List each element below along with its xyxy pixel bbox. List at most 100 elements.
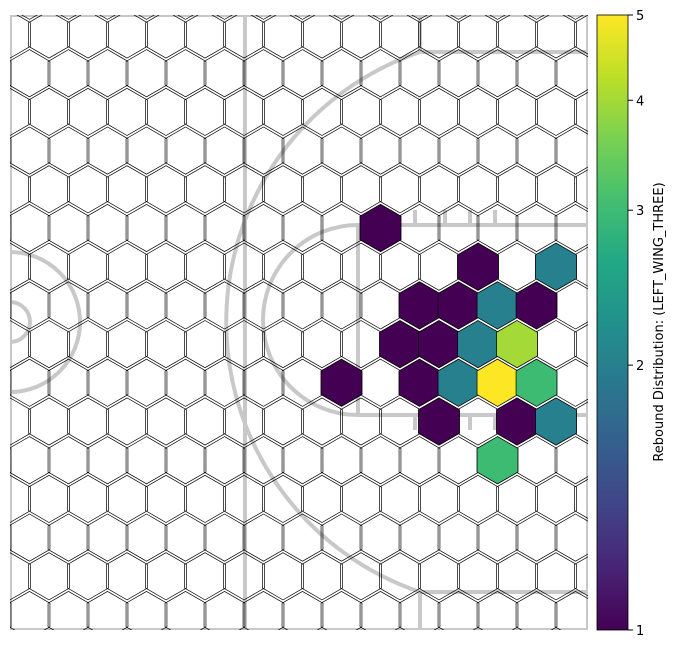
hex-grid-cell (86, 49, 129, 98)
hex-grid-cell (242, 281, 285, 330)
hex-grid-cell (86, 590, 129, 630)
hex-grid-cell (301, 87, 343, 136)
hex-grid-cell (320, 126, 363, 175)
hex-grid-cell (574, 324, 588, 365)
hex-data-cell (476, 436, 519, 485)
hex-grid-cell (554, 513, 588, 562)
hex-grid-cell (535, 15, 577, 59)
hex-grid-cell (10, 629, 11, 630)
hex-grid-cell (359, 49, 402, 98)
hex-grid-cell (125, 513, 168, 562)
hex-grid-cell (554, 49, 588, 98)
hex-grid-cell (10, 165, 31, 214)
hex-grid-cell (496, 87, 538, 136)
hex-grid-cell (203, 513, 246, 562)
hex-grid-cell (457, 165, 499, 214)
hex-grid-cell (125, 590, 168, 630)
hex-grid-cell (418, 87, 460, 136)
hex-grid-cell (177, 15, 194, 20)
hex-grid-cell (294, 15, 311, 20)
center-circle-inner (10, 300, 32, 344)
hex-data-cell (496, 320, 538, 369)
colorbar-label: Rebound Distribution: (LEFT_WING_THREE) (652, 182, 667, 461)
hex-grid-cell (535, 165, 577, 214)
hex-grid-cell (515, 590, 558, 630)
hex-grid-cell (496, 165, 538, 214)
hex-grid-cell (67, 165, 109, 214)
hex-grid-cell (67, 320, 109, 369)
hex-grid-cell (574, 169, 588, 210)
hex-grid-cell (0, 0, 11, 19)
hex-grid-cell (320, 513, 363, 562)
hex-grid-cell (457, 397, 499, 446)
hex-grid-cell (106, 552, 148, 601)
hex-grid-cell (223, 397, 265, 446)
hex-grid-cell (184, 15, 226, 59)
hex-grid-cell (399, 629, 401, 630)
hex-grid-cell (360, 629, 362, 630)
hex-data-cell (535, 242, 577, 291)
hex-grid-cell (340, 87, 382, 136)
hex-grid-cell (125, 126, 168, 175)
hex-grid-cell (223, 15, 265, 59)
hex-cells (320, 203, 577, 485)
hex-grid-cell (86, 358, 129, 407)
hex-grid-cell (47, 358, 90, 407)
hex-grid-cell (164, 513, 207, 562)
hex-grid-cell (320, 281, 363, 330)
hex-data-cell (476, 281, 519, 330)
hex-grid-cell (223, 552, 265, 601)
hex-grid-cell (496, 15, 538, 59)
hex-grid-cell (301, 320, 343, 369)
colorbar-tick-label: 5 (636, 9, 644, 24)
hex-grid-cell (138, 15, 155, 20)
hex-grid-cell (145, 87, 187, 136)
hex-grid-cell (10, 474, 31, 523)
hex-grid-cell (204, 629, 206, 630)
hex-grid-cell (574, 15, 588, 55)
hex-grid-cell (184, 320, 226, 369)
hex-grid-cell (398, 590, 441, 630)
hex-grid-cell (301, 474, 343, 523)
hex-grid-cell (164, 358, 207, 407)
hex-data-cell (379, 320, 421, 369)
hex-grid-cell (10, 49, 51, 98)
hex-data-cell (515, 281, 558, 330)
hex-grid-cell (106, 242, 148, 291)
hex-grid-cell (10, 447, 12, 473)
hex-grid-cell (496, 242, 538, 291)
hex-data-cell (476, 358, 519, 407)
hex-grid-cell (438, 629, 440, 630)
hex-data-cell (457, 320, 499, 369)
hex-grid-cell (262, 320, 304, 369)
hex-grid-cell (281, 513, 324, 562)
hex-grid-cell (242, 49, 285, 98)
hex-grid-cell (555, 629, 557, 630)
hex-grid-cell (359, 436, 402, 485)
hex-grid-cell (340, 320, 382, 369)
hex-grid-cell (476, 513, 519, 562)
hex-grid-cell (86, 513, 129, 562)
hex-grid-cell (145, 242, 187, 291)
hex-grid-cell (437, 126, 480, 175)
hex-grid-cell (567, 15, 584, 20)
hex-grid-cell (489, 15, 506, 20)
hex-grid-cell (10, 602, 12, 628)
hex-grid-cell (476, 126, 519, 175)
hex-grid-cell (379, 474, 421, 523)
hex-grid-cell (164, 436, 207, 485)
hex-grid-cell (203, 281, 246, 330)
hex-grid-cell (184, 242, 226, 291)
three-point-arc (224, 50, 588, 594)
hex-grid-cell (515, 203, 558, 253)
free-throw-circle (261, 223, 359, 417)
hex-grid-cell (262, 15, 304, 59)
hex-grid-cell (333, 15, 350, 20)
hex-grid-cell (281, 281, 324, 330)
hex-grid-cell (574, 556, 588, 597)
hex-grid-cell (28, 87, 70, 136)
hex-grid-cell (203, 126, 246, 175)
hex-grid-cell (106, 165, 148, 214)
hex-grid-cell (164, 590, 207, 630)
hex-grid-cell (203, 49, 246, 98)
